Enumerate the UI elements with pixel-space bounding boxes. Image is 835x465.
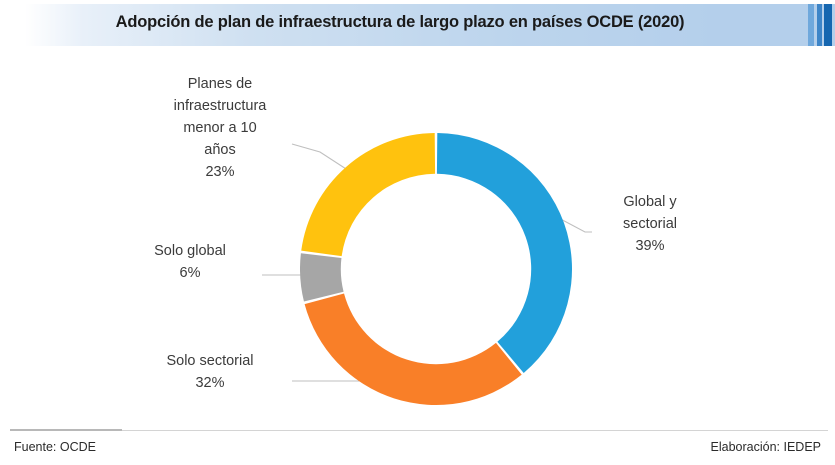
callout-yellow-percent: 23% <box>205 164 235 181</box>
callout-orange-line1: Solo sectorial <box>166 353 254 369</box>
callout-orange: Solo sectorial 32% <box>130 350 290 394</box>
donut-chart <box>300 133 572 405</box>
callout-gray: Solo global 6% <box>120 240 260 284</box>
page-title: Adopción de plan de infraestructura de l… <box>115 13 685 31</box>
callout-gray-percent: 6% <box>179 265 201 282</box>
callout-blue-percent: 39% <box>635 238 665 255</box>
donut-slice[interactable] <box>300 253 344 302</box>
header-band <box>0 4 835 46</box>
header-stripe-dark <box>824 4 832 46</box>
callout-yellow-line2: infraestructura <box>173 98 267 115</box>
donut-slice[interactable] <box>436 133 572 373</box>
chart-area: Planes de infraestructura menor a 10 año… <box>0 55 835 420</box>
footer-divider-accent <box>10 429 122 431</box>
footer-divider <box>10 430 828 431</box>
footer-source: Fuente: OCDE <box>14 440 96 454</box>
donut-svg <box>300 133 572 405</box>
callout-orange-percent: 32% <box>195 375 225 392</box>
callout-gray-line1: Solo global <box>154 243 226 259</box>
donut-slice[interactable] <box>301 133 436 257</box>
callout-yellow-line1: Planes de <box>187 76 253 92</box>
callout-blue-line2: sectorial <box>623 216 677 233</box>
callout-yellow-line3: menor a 10 <box>183 120 257 137</box>
callout-yellow-line4: años <box>204 142 236 159</box>
callout-blue-line1: Global y <box>623 194 677 210</box>
footer-elaboration: Elaboración: IEDEP <box>710 440 821 454</box>
donut-slice[interactable] <box>304 293 522 405</box>
callout-blue: Global y sectorial 39% <box>590 191 710 257</box>
header-stripe-light <box>808 4 814 46</box>
header-stripe-medium <box>817 4 822 46</box>
callout-yellow: Planes de infraestructura menor a 10 año… <box>150 73 290 183</box>
